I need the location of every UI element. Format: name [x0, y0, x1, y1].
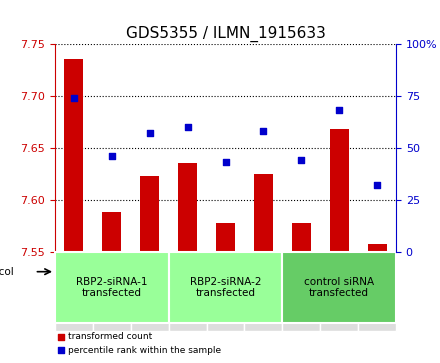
Point	[260, 128, 267, 134]
Bar	[178, 163, 197, 252]
Bar	[140, 176, 159, 252]
Point	[146, 130, 153, 136]
Point	[184, 124, 191, 130]
Text: RBP2-siRNA-1
transfected: RBP2-siRNA-1 transfected	[76, 277, 147, 298]
Bar	[103, 212, 121, 252]
FancyBboxPatch shape	[169, 252, 282, 323]
Legend: transformed count, percentile rank within the sample: transformed count, percentile rank withi…	[57, 333, 221, 355]
Bar	[292, 223, 311, 252]
FancyBboxPatch shape	[282, 252, 396, 323]
Point	[298, 157, 305, 163]
Bar	[254, 174, 273, 252]
Bar	[330, 129, 348, 252]
Title: GDS5355 / ILMN_1915633: GDS5355 / ILMN_1915633	[125, 26, 326, 42]
Text: protocol: protocol	[0, 267, 14, 277]
Point	[222, 159, 229, 165]
Point	[108, 153, 115, 159]
FancyBboxPatch shape	[55, 252, 169, 323]
Point	[374, 182, 381, 188]
Point	[70, 95, 77, 101]
Point	[336, 107, 343, 113]
Text: control siRNA
transfected: control siRNA transfected	[304, 277, 374, 298]
Bar	[65, 59, 84, 252]
Bar	[216, 223, 235, 252]
Bar	[367, 244, 386, 252]
Text: RBP2-siRNA-2
transfected: RBP2-siRNA-2 transfected	[190, 277, 261, 298]
